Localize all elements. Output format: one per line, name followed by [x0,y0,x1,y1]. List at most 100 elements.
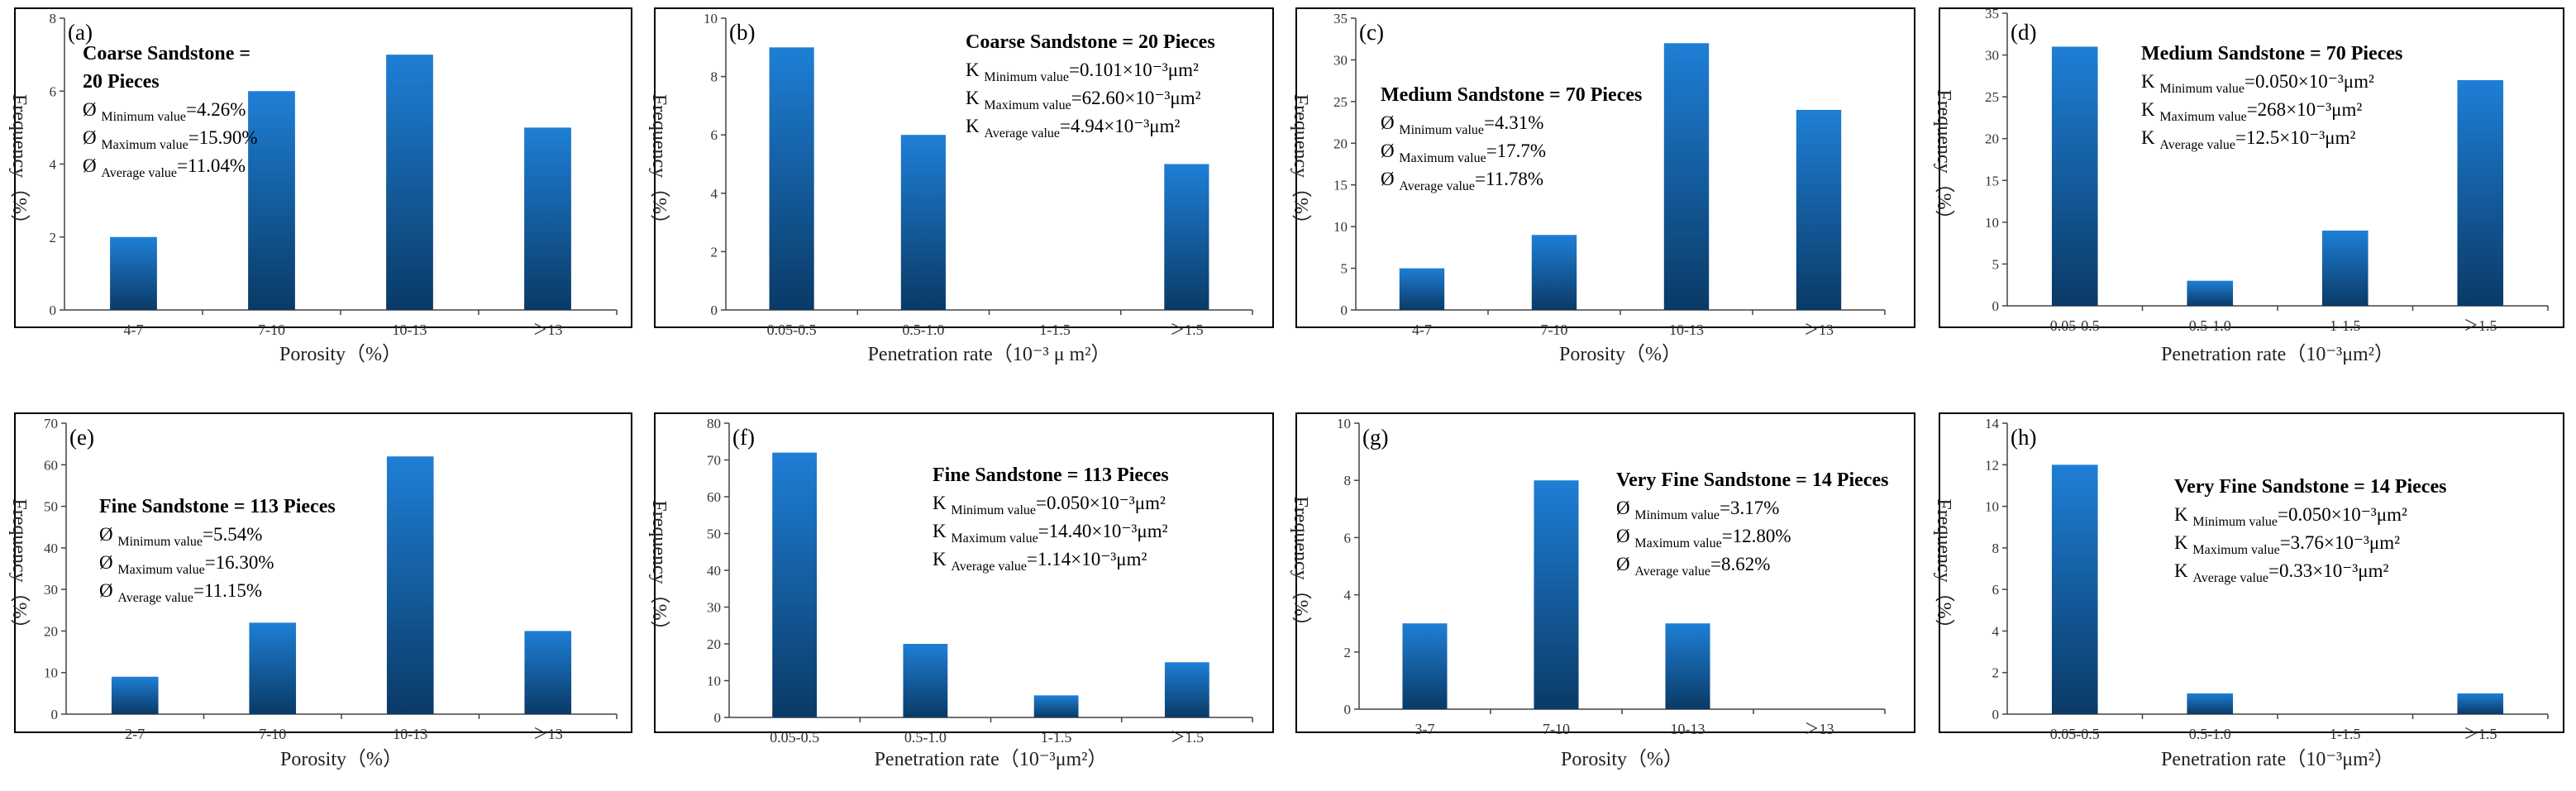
y-tick-label: 5 [1992,256,2000,272]
stat-line: Ø Maximum value=16.30% [99,552,274,577]
y-tick-label: 5 [1341,261,1348,277]
y-tick-label: 0 [1344,702,1352,717]
stat-line: K Average value=0.33×10⁻³μm² [2174,560,2388,585]
bar [903,644,948,717]
y-tick-label: 8 [1344,473,1352,488]
stat-line: K Minimum value=0.050×10⁻³μm² [933,493,1166,517]
sample-count-title: Medium Sandstone = 70 Pieces [2141,43,2402,64]
y-tick-label: 0 [711,303,718,318]
x-tick-label: 1-1.5 [1041,729,1072,746]
stat-line: K Maximum value=3.76×10⁻³μm² [2174,532,2400,557]
y-tick-label: 10 [44,665,58,681]
y-tick-label: 40 [707,563,721,579]
x-tick-label: 3-7 [1415,721,1435,737]
x-tick-label: 0.5-1.0 [902,322,944,338]
y-axis-title: Frequency（%） [648,500,670,640]
y-tick-label: 6 [50,83,57,99]
x-tick-label: ＞13 [533,322,563,338]
x-tick-label: 7-10 [258,322,285,338]
sample-count-title: Fine Sandstone = 113 Pieces [99,496,336,517]
bar [386,456,434,714]
panel-label: (c) [1359,20,1384,45]
stat-line: K Maximum value=14.40×10⁻³μm² [933,521,1168,546]
stat-line: Ø Maximum value=17.7% [1381,141,1546,165]
y-tick-label: 4 [1344,588,1352,603]
y-tick-label: 30 [1985,48,1999,64]
stat-line: K Maximum value=268×10⁻³μm² [2141,99,2362,124]
x-tick-label: 10-13 [1669,322,1704,338]
y-axis-title: Frequency（%） [1933,498,1954,638]
bar [1033,695,1079,717]
y-tick-label: 80 [707,416,721,431]
panel-frame [1939,412,2564,733]
sample-count-title: Fine Sandstone = 113 Pieces [933,465,1169,486]
sample-count-title: Medium Sandstone = 70 Pieces [1381,84,1642,106]
bar [249,622,297,714]
panel-frame [1295,412,1915,733]
y-axis-title: Frequency（%） [8,498,30,638]
panel-label: (b) [729,20,755,45]
chart-panel-b: 0 2 4 6 8 10 0.05-0.5 0.5-1.0 1-1.5 ＞1.5 Penetrati… [648,7,1274,365]
x-tick-label: 1-1.5 [2330,726,2361,742]
panel-label: (f) [732,425,755,450]
y-tick-label: 0 [50,303,57,318]
bar [1796,109,1842,310]
y-axis-title: Frequency（%） [1933,89,1954,229]
y-tick-label: 8 [1992,541,2000,556]
panel-label: (e) [69,425,94,450]
x-tick-label: 1-1.5 [1039,322,1071,338]
y-axis-title: Frequency（%） [648,94,670,234]
y-tick-label: 60 [44,457,58,473]
x-tick-label: 7-10 [259,726,286,742]
x-axis-title: Penetration rate（10⁻³μm²） [875,749,1108,770]
bar [110,236,157,310]
stat-line: K Minimum value=0.050×10⁻³μm² [2141,71,2374,96]
y-tick-label: 12 [1985,457,1999,473]
x-tick-label: ＞13 [1804,322,1834,338]
stat-line: Ø Maximum value=15.90% [83,127,258,152]
x-tick-label: 7-10 [1541,322,1568,338]
y-tick-label: 0 [1992,298,2000,314]
y-tick-label: 20 [1985,131,1999,147]
bar [2187,280,2234,306]
bar [1665,623,1710,709]
x-tick-label: 0.05-0.5 [2050,317,2100,334]
panel-label: (h) [2011,425,2036,450]
y-axis-title: Frequency（%） [1290,496,1311,636]
x-tick-label: 4-7 [1412,322,1432,338]
y-tick-label: 20 [1333,136,1348,151]
stat-line: K Minimum value=0.101×10⁻³μm² [966,60,1199,84]
stat-line: Ø Minimum value=4.26% [83,99,246,124]
x-tick-label: 10-13 [1671,721,1705,737]
y-tick-label: 50 [44,499,58,515]
y-tick-label: 6 [1992,582,2000,598]
x-tick-label: 0.05-0.5 [770,729,819,746]
x-tick-label: ＞1.5 [2464,726,2497,742]
y-tick-label: 4 [711,186,718,202]
y-tick-label: 4 [1992,623,2000,639]
x-axis-title: Penetration rate（10⁻³ μ m²） [868,344,1111,365]
chart-panel-e: 0 10 20 30 40 50 60 70 2-7 7-10 10-13 ＞13 Porosity（%… [8,412,632,770]
y-tick-label: 10 [1333,219,1348,235]
bar [1534,480,1579,709]
stat-line: Ø Average value=11.78% [1381,169,1543,193]
x-tick-label: 2-7 [125,726,145,742]
chart-panel-f: 0 10 20 30 40 50 60 70 80 0.05-0.5 0.5-1.0 1-1.5 ＞1.… [648,412,1274,770]
y-tick-label: 60 [707,489,721,505]
y-tick-label: 30 [44,582,58,598]
stat-line: K Minimum value=0.050×10⁻³μm² [2174,504,2407,529]
panel-label: (a) [68,20,93,45]
sample-count-title: 20 Pieces [83,71,160,93]
y-tick-label: 70 [707,453,721,469]
y-tick-label: 20 [44,623,58,639]
bar [524,631,572,714]
stat-line: Ø Average value=11.04% [83,155,246,180]
y-tick-label: 35 [1985,6,1999,21]
sample-count-title: Coarse Sandstone = 20 Pieces [966,31,1215,53]
bar [900,135,946,310]
x-tick-label: 10-13 [393,322,427,338]
sample-count-title: Very Fine Sandstone = 14 Pieces [2174,476,2446,498]
x-axis-title: Porosity（%） [279,344,402,365]
y-axis-title: Frequency（%） [1290,94,1311,234]
